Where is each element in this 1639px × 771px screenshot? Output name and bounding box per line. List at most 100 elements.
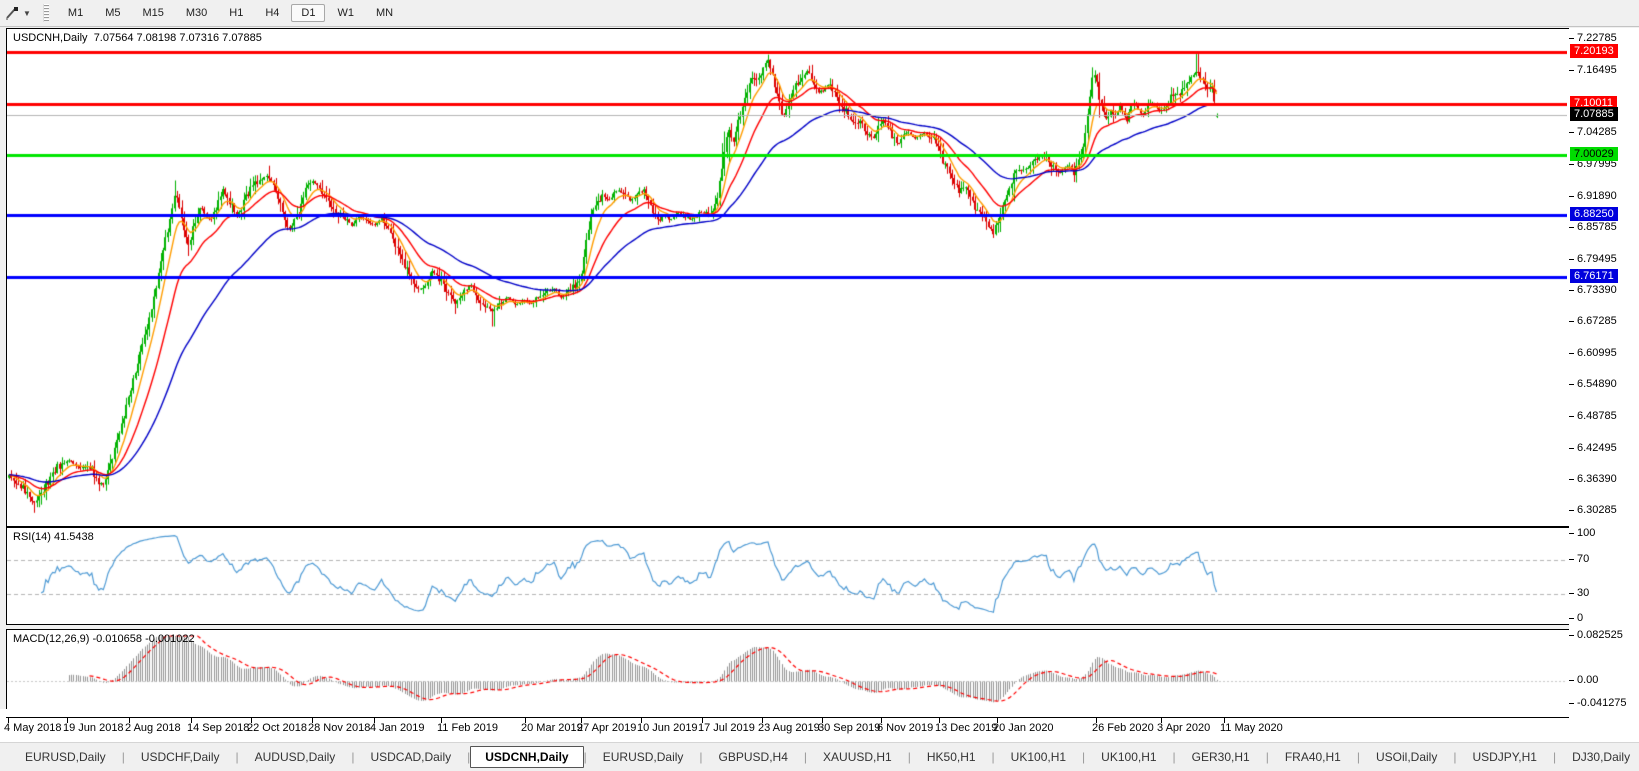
date-tick-label: 3 Apr 2020 [1157, 722, 1211, 734]
toolbar-grip-handle[interactable] [42, 4, 49, 22]
chart-tab-uk100-h1[interactable]: UK100,H1 [1101, 750, 1157, 764]
rsi-canvas[interactable] [7, 528, 1567, 622]
timeframe-button-mn[interactable]: MN [375, 7, 394, 19]
price-line-badge: 7.07885 [1570, 107, 1618, 122]
date-tick-label: 11 Feb 2019 [437, 722, 498, 734]
tab-separator: | [467, 750, 471, 764]
axis-tick-mark [1569, 635, 1574, 636]
chart-tab-usdcnh-daily[interactable]: USDCNH,Daily [470, 746, 584, 768]
timeframe-button-m5[interactable]: M5 [105, 7, 121, 19]
chart-tab-eurusd-daily[interactable]: EURUSD,Daily [602, 750, 684, 764]
tab-separator: | [235, 750, 239, 764]
date-tick-mark [441, 718, 442, 723]
axis-tick-mark [1569, 592, 1574, 594]
rsi-tick-label: 0 [1577, 612, 1584, 624]
chart-tab-dj30-daily[interactable]: DJ30,Daily [1572, 750, 1631, 764]
macd-canvas[interactable] [7, 630, 1567, 708]
date-tick-label: 2 Aug 2018 [125, 722, 181, 734]
timeframe-button-h1[interactable]: H1 [229, 7, 244, 19]
date-axis[interactable]: 4 May 2018 19 Jun 2018 2 Aug 2018 14 Sep 20… [0, 709, 1639, 742]
timeframe-button-m1[interactable]: M1 [67, 7, 84, 19]
rsi-tick-label: 100 [1577, 527, 1596, 539]
timeframe-button-h4[interactable]: H4 [265, 7, 280, 19]
chart-tab-usdcad-daily[interactable]: USDCAD,Daily [370, 750, 452, 764]
rsi-label: RSI(14) 41.5438 [13, 531, 94, 543]
axis-tick-mark [1569, 510, 1574, 511]
pen-tool-icon [6, 7, 18, 20]
chart-tab-usdchf-daily[interactable]: USDCHF,Daily [140, 750, 220, 764]
timeframe-button-w1[interactable]: W1 [337, 7, 354, 19]
chart-tab-audusd-daily[interactable]: AUDUSD,Daily [254, 750, 336, 764]
price-tick-label: 6.73390 [1577, 284, 1617, 297]
rsi-tick-label: 70 [1577, 552, 1590, 565]
macd-tick-label: 0.082525 [1577, 629, 1623, 641]
timeframe-button-d1[interactable]: D1 [291, 4, 326, 22]
axis-tick-mark [1569, 558, 1574, 560]
price-tick-label: 7.04285 [1577, 126, 1617, 139]
price-tick-label: 6.91890 [1577, 189, 1617, 202]
rsi-tick-label: 30 [1577, 586, 1590, 599]
date-tick-label: 11 May 2020 [1220, 722, 1283, 734]
price-tick-label: 6.85785 [1577, 220, 1617, 233]
tab-separator: | [1082, 750, 1086, 764]
top-toolbar: ▼ M1 M5 M15 M30 H1 H4 D1 W1 MN [0, 0, 1639, 27]
chart-tab-gbpusd-h4[interactable]: GBPUSD,H4 [718, 750, 788, 764]
price-line-badge: 7.00029 [1570, 147, 1618, 162]
rsi-indicator-pane[interactable]: RSI(14) 41.5438 [6, 527, 1570, 625]
price-tick-label: 6.48785 [1577, 409, 1617, 422]
timeframe-button-m30[interactable]: M30 [185, 7, 208, 19]
tab-separator: | [121, 750, 125, 764]
date-tick-mark [997, 718, 998, 723]
date-tick-mark [641, 718, 642, 723]
price-tick-label: 6.60995 [1577, 347, 1617, 360]
date-tick-label: 13 Dec 2019 [935, 722, 998, 734]
pen-tool-button[interactable]: ▼ [4, 5, 37, 21]
axis-tick-mark [1569, 533, 1574, 534]
tab-separator: | [699, 750, 703, 764]
price-tick-label: 6.97995 [1577, 158, 1617, 171]
chart-tab-uk100-h1[interactable]: UK100,H1 [1010, 750, 1067, 764]
chart-tab-hk50-h1[interactable]: HK50,H1 [926, 750, 976, 764]
date-tick-mark [939, 718, 940, 723]
chart-tab-xauusd-h1[interactable]: XAUUSD,H1 [823, 750, 892, 764]
date-tick-label: 4 Jan 2019 [370, 722, 425, 734]
price-axis[interactable]: 7.22785 7.16495 7.04285 6.97995 6.91890 6.857… [1569, 28, 1639, 740]
chart-tab-eurusd-daily[interactable]: EURUSD,Daily [25, 750, 106, 764]
axis-tick-mark [1569, 415, 1574, 417]
chart-tab-fra40-h1[interactable]: FRA40,H1 [1284, 750, 1341, 764]
date-tick-mark [67, 718, 68, 723]
price-chart-pane[interactable]: USDCNH,Daily 7.07564 7.08198 7.07316 7.0… [6, 28, 1570, 527]
date-tick-mark [312, 718, 313, 723]
date-tick-mark [1161, 718, 1162, 723]
tab-separator: | [583, 750, 587, 764]
dropdown-arrow-icon: ▼ [23, 8, 31, 18]
macd-indicator-pane[interactable]: MACD(12,26,9) -0.010658 -0.001022 [6, 629, 1570, 711]
price-chart-canvas[interactable] [7, 29, 1567, 524]
date-tick-mark [191, 718, 192, 723]
date-tick-mark [8, 718, 9, 723]
date-tick-label: 19 Jun 2018 [63, 722, 124, 734]
tab-separator: | [803, 750, 808, 764]
tab-separator: | [1552, 750, 1557, 764]
date-tick-label: 17 Jul 2019 [698, 722, 755, 734]
date-tick-label: 23 Aug 2019 [758, 722, 820, 734]
price-tick-label: 6.30285 [1577, 504, 1617, 516]
date-tick-mark [822, 718, 823, 723]
price-tick-label: 6.42495 [1577, 441, 1617, 454]
axis-tick-mark [1569, 680, 1574, 682]
macd-tick-label: 0.00 [1577, 674, 1599, 687]
chart-tab-usdjpy-h1[interactable]: USDJPY,H1 [1472, 750, 1537, 764]
chart-tab-usoil-daily[interactable]: USOil,Daily [1375, 750, 1438, 764]
chart-tab-bar: EURUSD,Daily | USDCHF,Daily | AUDUSD,Daily | U… [0, 742, 1639, 771]
price-tick-label: 7.22785 [1577, 32, 1617, 44]
chart-tab-ger30-h1[interactable]: GER30,H1 [1191, 750, 1250, 764]
chart-title: USDCNH,Daily 7.07564 7.08198 7.07316 7.0… [13, 32, 262, 44]
timeframe-button-m15[interactable]: M15 [142, 7, 164, 19]
tab-separator: | [351, 750, 355, 764]
axis-tick-mark [1569, 195, 1574, 197]
price-line-badge: 7.10011 [1570, 96, 1617, 111]
date-tick-label: 20 Mar 2019 [521, 722, 583, 734]
price-line-badge: 6.76171 [1570, 268, 1618, 283]
axis-tick-mark [1569, 132, 1574, 134]
date-tick-label: 26 Feb 2020 [1092, 722, 1154, 734]
